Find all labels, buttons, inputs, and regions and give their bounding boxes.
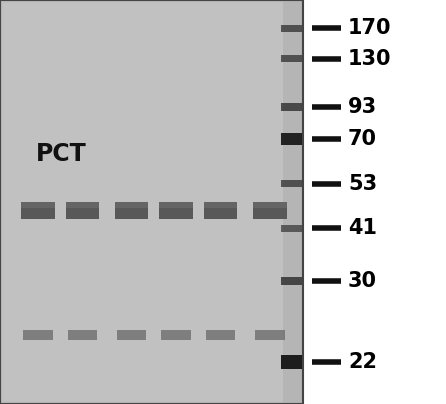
- Text: 22: 22: [348, 351, 377, 372]
- Bar: [281, 355, 306, 368]
- Bar: [255, 330, 285, 340]
- Bar: [204, 202, 237, 219]
- Bar: [281, 55, 306, 62]
- Text: 93: 93: [348, 97, 377, 117]
- Bar: [115, 202, 148, 208]
- Bar: [204, 202, 237, 208]
- Bar: [206, 330, 235, 340]
- Text: PCT: PCT: [36, 141, 87, 166]
- Bar: [281, 133, 306, 145]
- Bar: [23, 330, 53, 340]
- Bar: [161, 330, 191, 340]
- Bar: [115, 202, 148, 219]
- Bar: [0, 0, 303, 404]
- Bar: [68, 330, 97, 340]
- Bar: [0, 0, 303, 404]
- Bar: [253, 202, 286, 208]
- Bar: [66, 202, 99, 219]
- Bar: [117, 330, 146, 340]
- Text: 41: 41: [348, 218, 377, 238]
- Bar: [281, 25, 306, 32]
- Bar: [303, 0, 446, 404]
- Text: 170: 170: [348, 18, 392, 38]
- Bar: [281, 103, 306, 111]
- Bar: [3, 3, 300, 401]
- Bar: [160, 202, 193, 208]
- Bar: [21, 202, 55, 219]
- Text: 70: 70: [348, 129, 377, 149]
- Text: 53: 53: [348, 174, 377, 194]
- Bar: [281, 225, 306, 232]
- Bar: [281, 180, 306, 187]
- Bar: [253, 202, 286, 219]
- Text: 130: 130: [348, 48, 392, 69]
- Bar: [66, 202, 99, 208]
- Bar: [281, 277, 306, 285]
- Bar: [21, 202, 55, 208]
- Text: 30: 30: [348, 271, 377, 291]
- Bar: [283, 0, 305, 404]
- Bar: [160, 202, 193, 219]
